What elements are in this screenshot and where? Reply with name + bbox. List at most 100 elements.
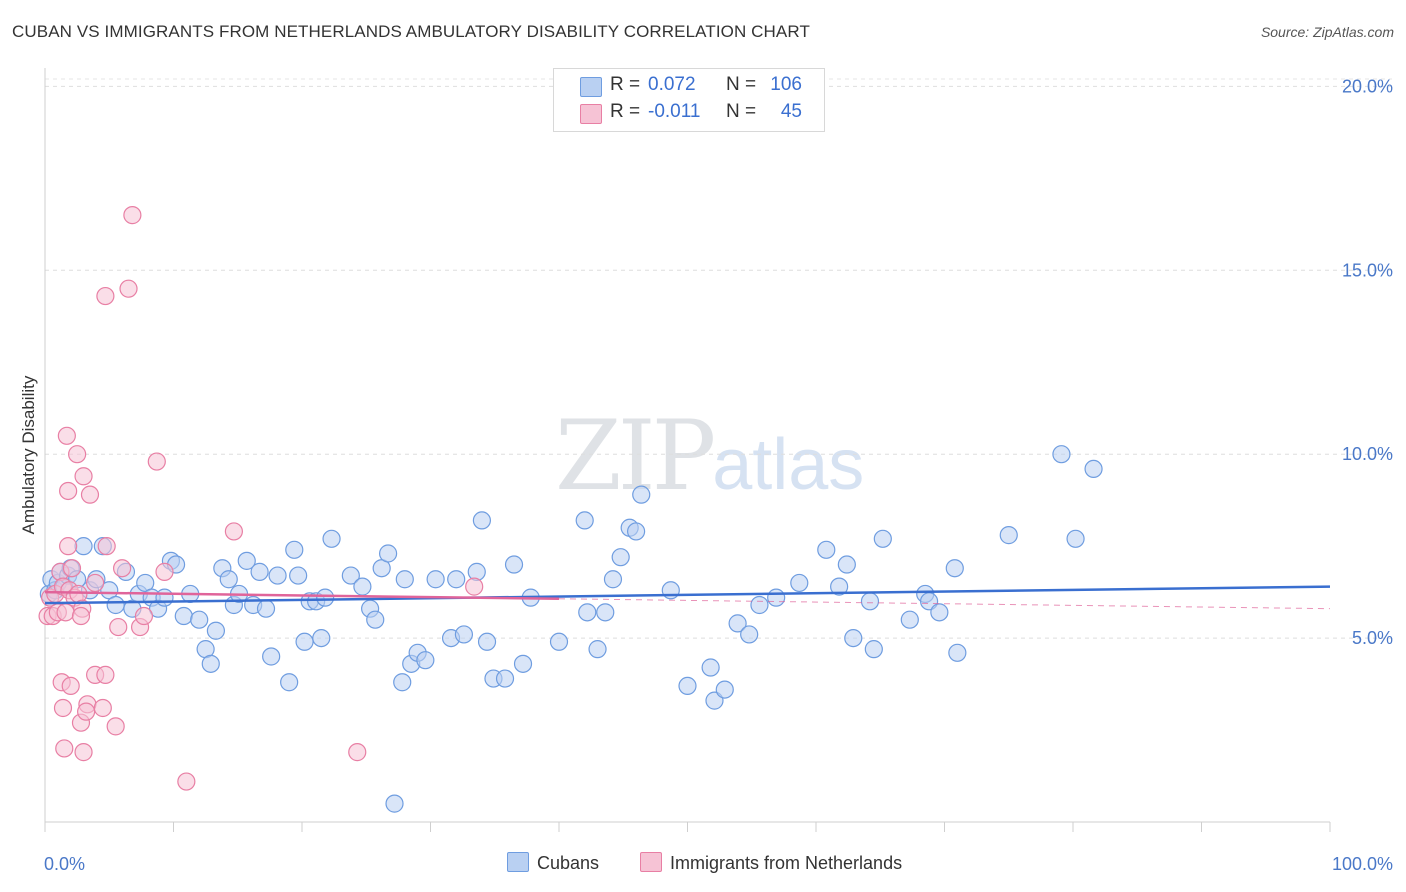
netherlands-point — [59, 481, 78, 501]
netherlands-point — [177, 772, 196, 791]
netherlands-point — [96, 665, 115, 684]
cubans-point — [250, 562, 269, 581]
cubans-point — [844, 628, 863, 648]
x-tick-label: 0.0% — [44, 854, 85, 874]
legend-r-value: -0.011 — [648, 101, 701, 122]
cubans-point — [513, 654, 533, 673]
cubans-point — [219, 570, 238, 589]
cubans-point — [447, 570, 466, 589]
netherlands-point — [59, 537, 78, 556]
y-tick-label: 10.0% — [1342, 444, 1393, 464]
cubans-point — [740, 625, 759, 644]
x-tick-label: 100.0% — [1332, 854, 1393, 874]
cubans-point — [378, 544, 398, 563]
netherlands-trend-extension — [558, 598, 1331, 610]
bottom-legend-label-cubans: Cubans — [537, 853, 600, 873]
cubans-point — [322, 529, 341, 548]
y-tick-label: 15.0% — [1342, 260, 1393, 280]
cubans-point — [201, 654, 220, 673]
y-axis-label: Ambulatory Disability — [19, 375, 38, 534]
cubans-point — [596, 603, 615, 622]
cubans-point — [860, 592, 880, 611]
y-tick-label: 20.0% — [1342, 76, 1393, 96]
netherlands-point — [97, 537, 116, 556]
legend-r-label: R = — [610, 74, 641, 95]
cubans-point — [74, 537, 93, 556]
legend-n-value: 106 — [770, 74, 802, 95]
legend-swatch-cubans — [580, 77, 602, 97]
cubans-point — [280, 673, 299, 692]
cubans-point — [1066, 529, 1085, 548]
cubans-point — [268, 566, 287, 585]
cubans-point — [588, 640, 607, 659]
netherlands-point — [61, 676, 80, 696]
cubans-point — [467, 562, 486, 581]
series-cubans — [39, 445, 1103, 813]
legend-n-label: N = — [726, 101, 757, 122]
cubans-point — [262, 647, 281, 666]
netherlands-trend-line — [44, 590, 560, 600]
netherlands-point — [68, 445, 87, 464]
netherlands-point — [106, 717, 125, 736]
netherlands-point — [74, 467, 93, 486]
cubans-point — [626, 522, 646, 541]
cubans-point — [837, 555, 856, 574]
bottom-legend-swatch-netherlands — [640, 852, 662, 872]
cubans-point — [174, 606, 193, 626]
bottom-legend-cubans: Cubans — [507, 852, 599, 874]
cubans-point — [395, 570, 414, 589]
cubans-point — [930, 603, 949, 622]
cubans-point — [611, 548, 630, 567]
y-tick-label: 5.0% — [1352, 628, 1393, 648]
netherlands-point — [465, 577, 484, 596]
legend-r-value: 0.072 — [648, 74, 696, 95]
netherlands-point — [119, 279, 138, 298]
legend-n-value: 45 — [780, 101, 802, 122]
cubans-point — [295, 632, 314, 651]
cubans-point — [603, 570, 623, 589]
legend-r-label: R = — [610, 101, 641, 122]
cubans-point — [790, 573, 809, 593]
cubans-point — [393, 673, 412, 692]
netherlands-point — [53, 698, 73, 718]
cubans-point — [750, 595, 769, 615]
bottom-legend-swatch-cubans — [507, 852, 529, 872]
cubans-point — [575, 511, 594, 530]
trend-lines — [44, 585, 1331, 610]
cubans-point — [454, 625, 474, 644]
cubans-point — [1052, 445, 1071, 464]
netherlands-point — [71, 606, 91, 626]
cubans-point — [701, 658, 720, 677]
netherlands-point — [134, 606, 154, 626]
axis-labels: 5.0% 10.0% 15.0% 20.0% 0.0% 100.0% Ambulatory … — [19, 76, 1393, 874]
cubans-point — [472, 511, 491, 530]
netherlands-point — [74, 743, 93, 762]
netherlands-point — [123, 206, 142, 225]
cubans-point — [416, 651, 435, 670]
cubans-point — [864, 640, 883, 659]
netherlands-point — [57, 426, 76, 445]
cubans-point — [256, 599, 276, 618]
cubans-point — [477, 632, 497, 651]
cubans-point — [728, 614, 747, 633]
netherlands-point — [155, 562, 174, 581]
cubans-point — [999, 526, 1018, 545]
cubans-point — [312, 628, 331, 648]
cubans-trend-line — [44, 585, 1331, 605]
cubans-point — [948, 643, 967, 662]
cubans-point — [900, 610, 919, 629]
legend-n-label: N = — [726, 74, 757, 95]
netherlands-point — [55, 739, 74, 758]
cubans-point — [206, 621, 226, 640]
cubans-point — [285, 540, 304, 559]
cubans-point — [678, 676, 697, 696]
bottom-legend-netherlands: Immigrants from Netherlands — [640, 852, 902, 874]
cubans-point — [495, 669, 515, 688]
cubans-point — [385, 794, 404, 813]
cubans-point — [190, 610, 209, 629]
netherlands-point — [112, 559, 132, 578]
bottom-legend-label-netherlands: Immigrants from Netherlands — [670, 853, 903, 873]
chart-title: CUBAN VS IMMIGRANTS FROM NETHERLANDS AMB… — [12, 22, 810, 41]
cubans-point — [366, 610, 385, 629]
